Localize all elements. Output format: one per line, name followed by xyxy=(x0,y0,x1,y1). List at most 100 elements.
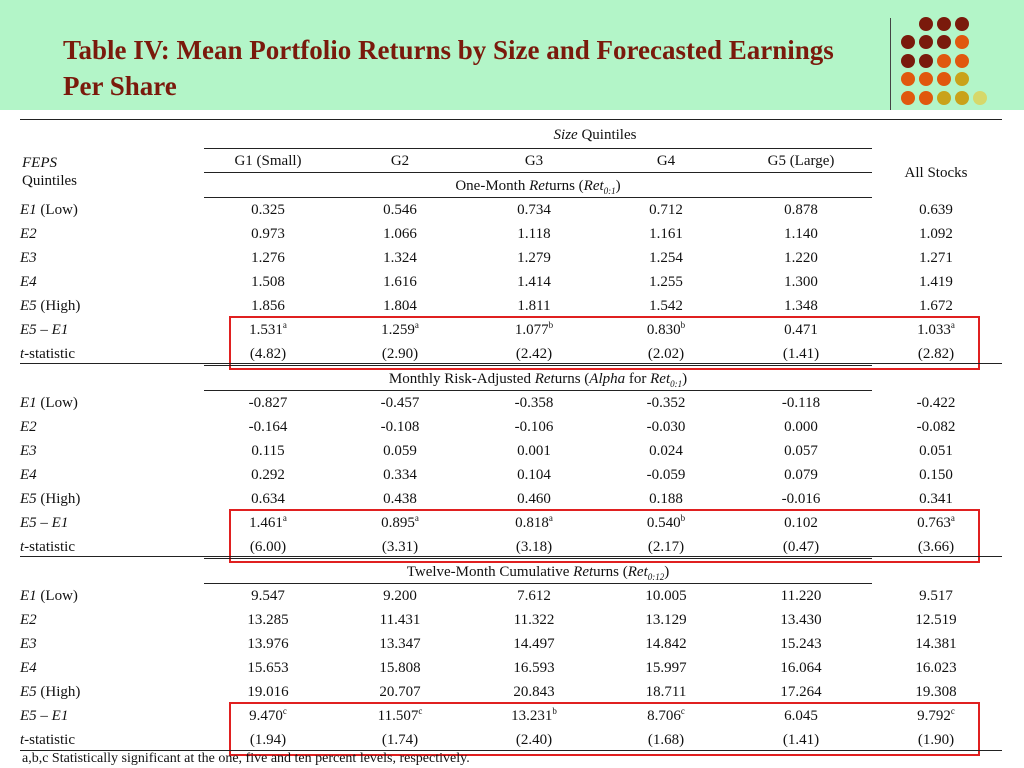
row-label: E4 xyxy=(20,274,37,290)
table-cell: 9.517 xyxy=(919,588,953,604)
table-cell: 0.634 xyxy=(251,491,285,507)
row-label: E5 – E1 xyxy=(20,515,69,531)
table-cell: (2.02) xyxy=(647,346,685,362)
row-label: E2 xyxy=(20,226,37,242)
row-label: E3 xyxy=(20,250,37,266)
row-label: E5 (High) xyxy=(20,684,81,700)
table-cell: 0.341 xyxy=(919,491,953,507)
table-cell: 13.231b xyxy=(511,706,557,725)
feps-label: FEPS xyxy=(22,155,57,171)
decorative-dot-grid xyxy=(0,0,1024,120)
quintiles-label: Quintiles xyxy=(22,173,77,189)
table-cell: 0.150 xyxy=(919,467,953,483)
row-label: E5 – E1 xyxy=(20,708,69,724)
decorative-dot xyxy=(955,35,969,49)
table-cell: (2.40) xyxy=(515,732,553,748)
table-cell: 16.023 xyxy=(915,660,957,676)
table-cell: 1.066 xyxy=(383,226,417,242)
decorative-dot xyxy=(919,35,933,49)
table-cell: 11.431 xyxy=(379,612,421,628)
row-label: E5 (High) xyxy=(20,491,81,507)
table-cell: 1.276 xyxy=(251,250,285,266)
table-cell: -0.352 xyxy=(646,395,686,411)
table-cell: 0.734 xyxy=(517,202,551,218)
table-cell: 1.616 xyxy=(383,274,417,290)
table-cell: 13.285 xyxy=(247,612,289,628)
table-cell: 15.653 xyxy=(247,660,289,676)
decorative-dot xyxy=(937,17,951,31)
decorative-dot xyxy=(901,91,915,105)
table-cell: 1.259a xyxy=(381,320,419,339)
table-cell: 0.712 xyxy=(649,202,683,218)
significance-marker: b xyxy=(680,320,686,330)
decorative-dot xyxy=(901,35,915,49)
table-cell: -0.059 xyxy=(646,467,686,483)
table-cell: 9.792c xyxy=(917,706,955,725)
table-cell: 1.033a xyxy=(917,320,955,339)
panel-heading-top-rule xyxy=(204,172,872,173)
table-cell: 7.612 xyxy=(517,588,551,604)
table-cell: 9.200 xyxy=(383,588,417,604)
row-label: E1 (Low) xyxy=(20,395,78,411)
table-cell: 18.711 xyxy=(645,684,687,700)
row-label: E3 xyxy=(20,636,37,652)
table-cell: 10.005 xyxy=(645,588,687,604)
significance-marker: c xyxy=(418,706,423,716)
row-label: E5 – E1 xyxy=(20,322,69,338)
table-cell: -0.118 xyxy=(781,395,821,411)
panel-heading: Twelve-Month Cumulative Returns (Ret0:12… xyxy=(406,564,670,582)
table-cell: 0.895a xyxy=(381,513,419,532)
row-label: E3 xyxy=(20,443,37,459)
table-cell: 15.997 xyxy=(645,660,687,676)
table-cell: 1.672 xyxy=(919,298,953,314)
table-cell: -0.457 xyxy=(380,395,420,411)
table-cell: 1.279 xyxy=(517,250,551,266)
significance-marker: b xyxy=(548,320,554,330)
column-header: G2 xyxy=(390,153,410,169)
table-cell: 1.348 xyxy=(784,298,818,314)
table-cell: 0.001 xyxy=(517,443,551,459)
row-label: E2 xyxy=(20,419,37,435)
table-cell: 16.593 xyxy=(513,660,555,676)
table-cell: 1.220 xyxy=(784,250,818,266)
table-cell: (2.17) xyxy=(647,539,685,555)
table-cell: (3.18) xyxy=(515,539,553,555)
table-cell: 13.129 xyxy=(645,612,687,628)
table-cell: 11.322 xyxy=(513,612,555,628)
table-cell: -0.164 xyxy=(248,419,288,435)
all-stocks-header: All Stocks xyxy=(904,165,968,181)
row-label: E1 (Low) xyxy=(20,588,78,604)
table-cell: (1.41) xyxy=(782,346,820,362)
table-cell: (1.94) xyxy=(249,732,287,748)
table-cell: (3.31) xyxy=(381,539,419,555)
table-cell: 1.092 xyxy=(919,226,953,242)
panel-heading: Monthly Risk-Adjusted Returns (Alpha for… xyxy=(388,371,688,389)
table-cell: -0.108 xyxy=(380,419,420,435)
table-cell: 1.811 xyxy=(517,298,551,314)
panel-separator-rule xyxy=(20,363,1002,364)
decorative-dot xyxy=(973,91,987,105)
table-cell: (2.90) xyxy=(381,346,419,362)
decorative-dot xyxy=(937,72,951,86)
table-cell: (4.82) xyxy=(249,346,287,362)
panel-heading-rule xyxy=(204,583,872,584)
table-cell: 0.763a xyxy=(917,513,955,532)
row-label: E4 xyxy=(20,467,37,483)
decorative-dot xyxy=(937,35,951,49)
row-label: E1 (Low) xyxy=(20,202,78,218)
table-cell: 13.347 xyxy=(379,636,421,652)
table-cell: 0.639 xyxy=(919,202,953,218)
table-cell: 0.540b xyxy=(646,513,686,532)
table-cell: 0.104 xyxy=(517,467,551,483)
table-cell: 0.079 xyxy=(784,467,818,483)
table-cell: 1.531a xyxy=(249,320,287,339)
table-cell: 0.460 xyxy=(517,491,551,507)
table-cell: 13.430 xyxy=(780,612,822,628)
table-cell: -0.422 xyxy=(916,395,956,411)
table-cell: 1.300 xyxy=(784,274,818,290)
header-divider xyxy=(890,18,891,110)
table-cell: 11.507c xyxy=(377,706,423,725)
table-cell: 0.024 xyxy=(649,443,683,459)
significance-marker: c xyxy=(680,706,685,716)
table-cell: 0.830b xyxy=(646,320,686,339)
